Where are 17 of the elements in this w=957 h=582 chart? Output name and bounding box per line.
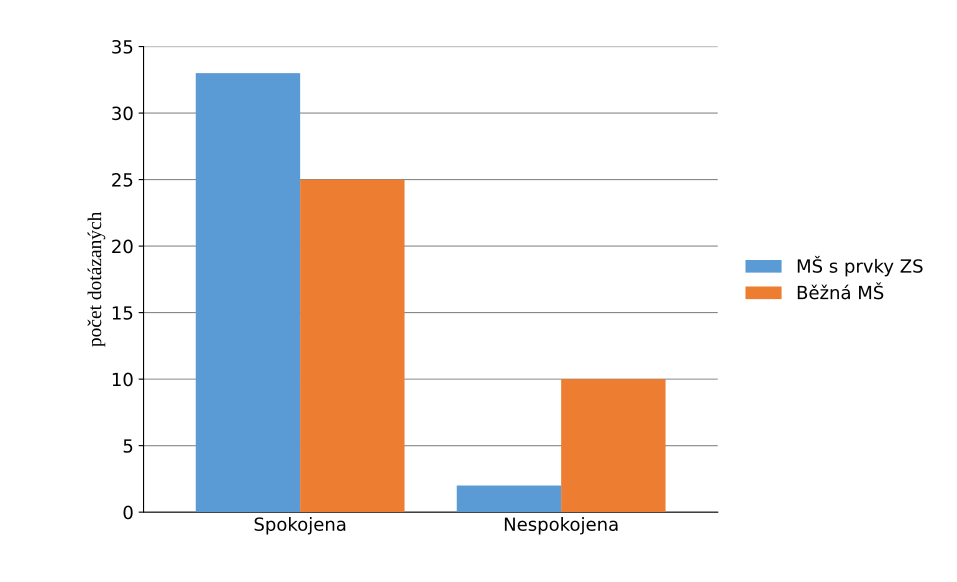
y-tick-label: 15 bbox=[112, 306, 132, 320]
bar bbox=[196, 73, 300, 512]
y-axis-title: počet dotázaných bbox=[88, 212, 106, 347]
y-tick-label: 30 bbox=[112, 106, 133, 120]
y-tick-label: 0 bbox=[124, 506, 133, 520]
legend-label: MŠ s prvky ZS bbox=[798, 256, 923, 276]
bar bbox=[456, 486, 562, 512]
x-tick-label: Spokojena bbox=[254, 517, 346, 534]
legend-label: Běžná MŠ bbox=[798, 282, 884, 300]
y-tick-label: 35 bbox=[112, 40, 132, 54]
y-tick-label: 20 bbox=[112, 240, 133, 254]
y-tick-label: 5 bbox=[124, 439, 132, 453]
x-tick-label: Nespokojena bbox=[504, 517, 618, 534]
bar bbox=[300, 180, 405, 512]
bar bbox=[561, 379, 666, 512]
y-tick-label: 25 bbox=[112, 173, 132, 187]
y-tick-label: 10 bbox=[112, 372, 133, 386]
